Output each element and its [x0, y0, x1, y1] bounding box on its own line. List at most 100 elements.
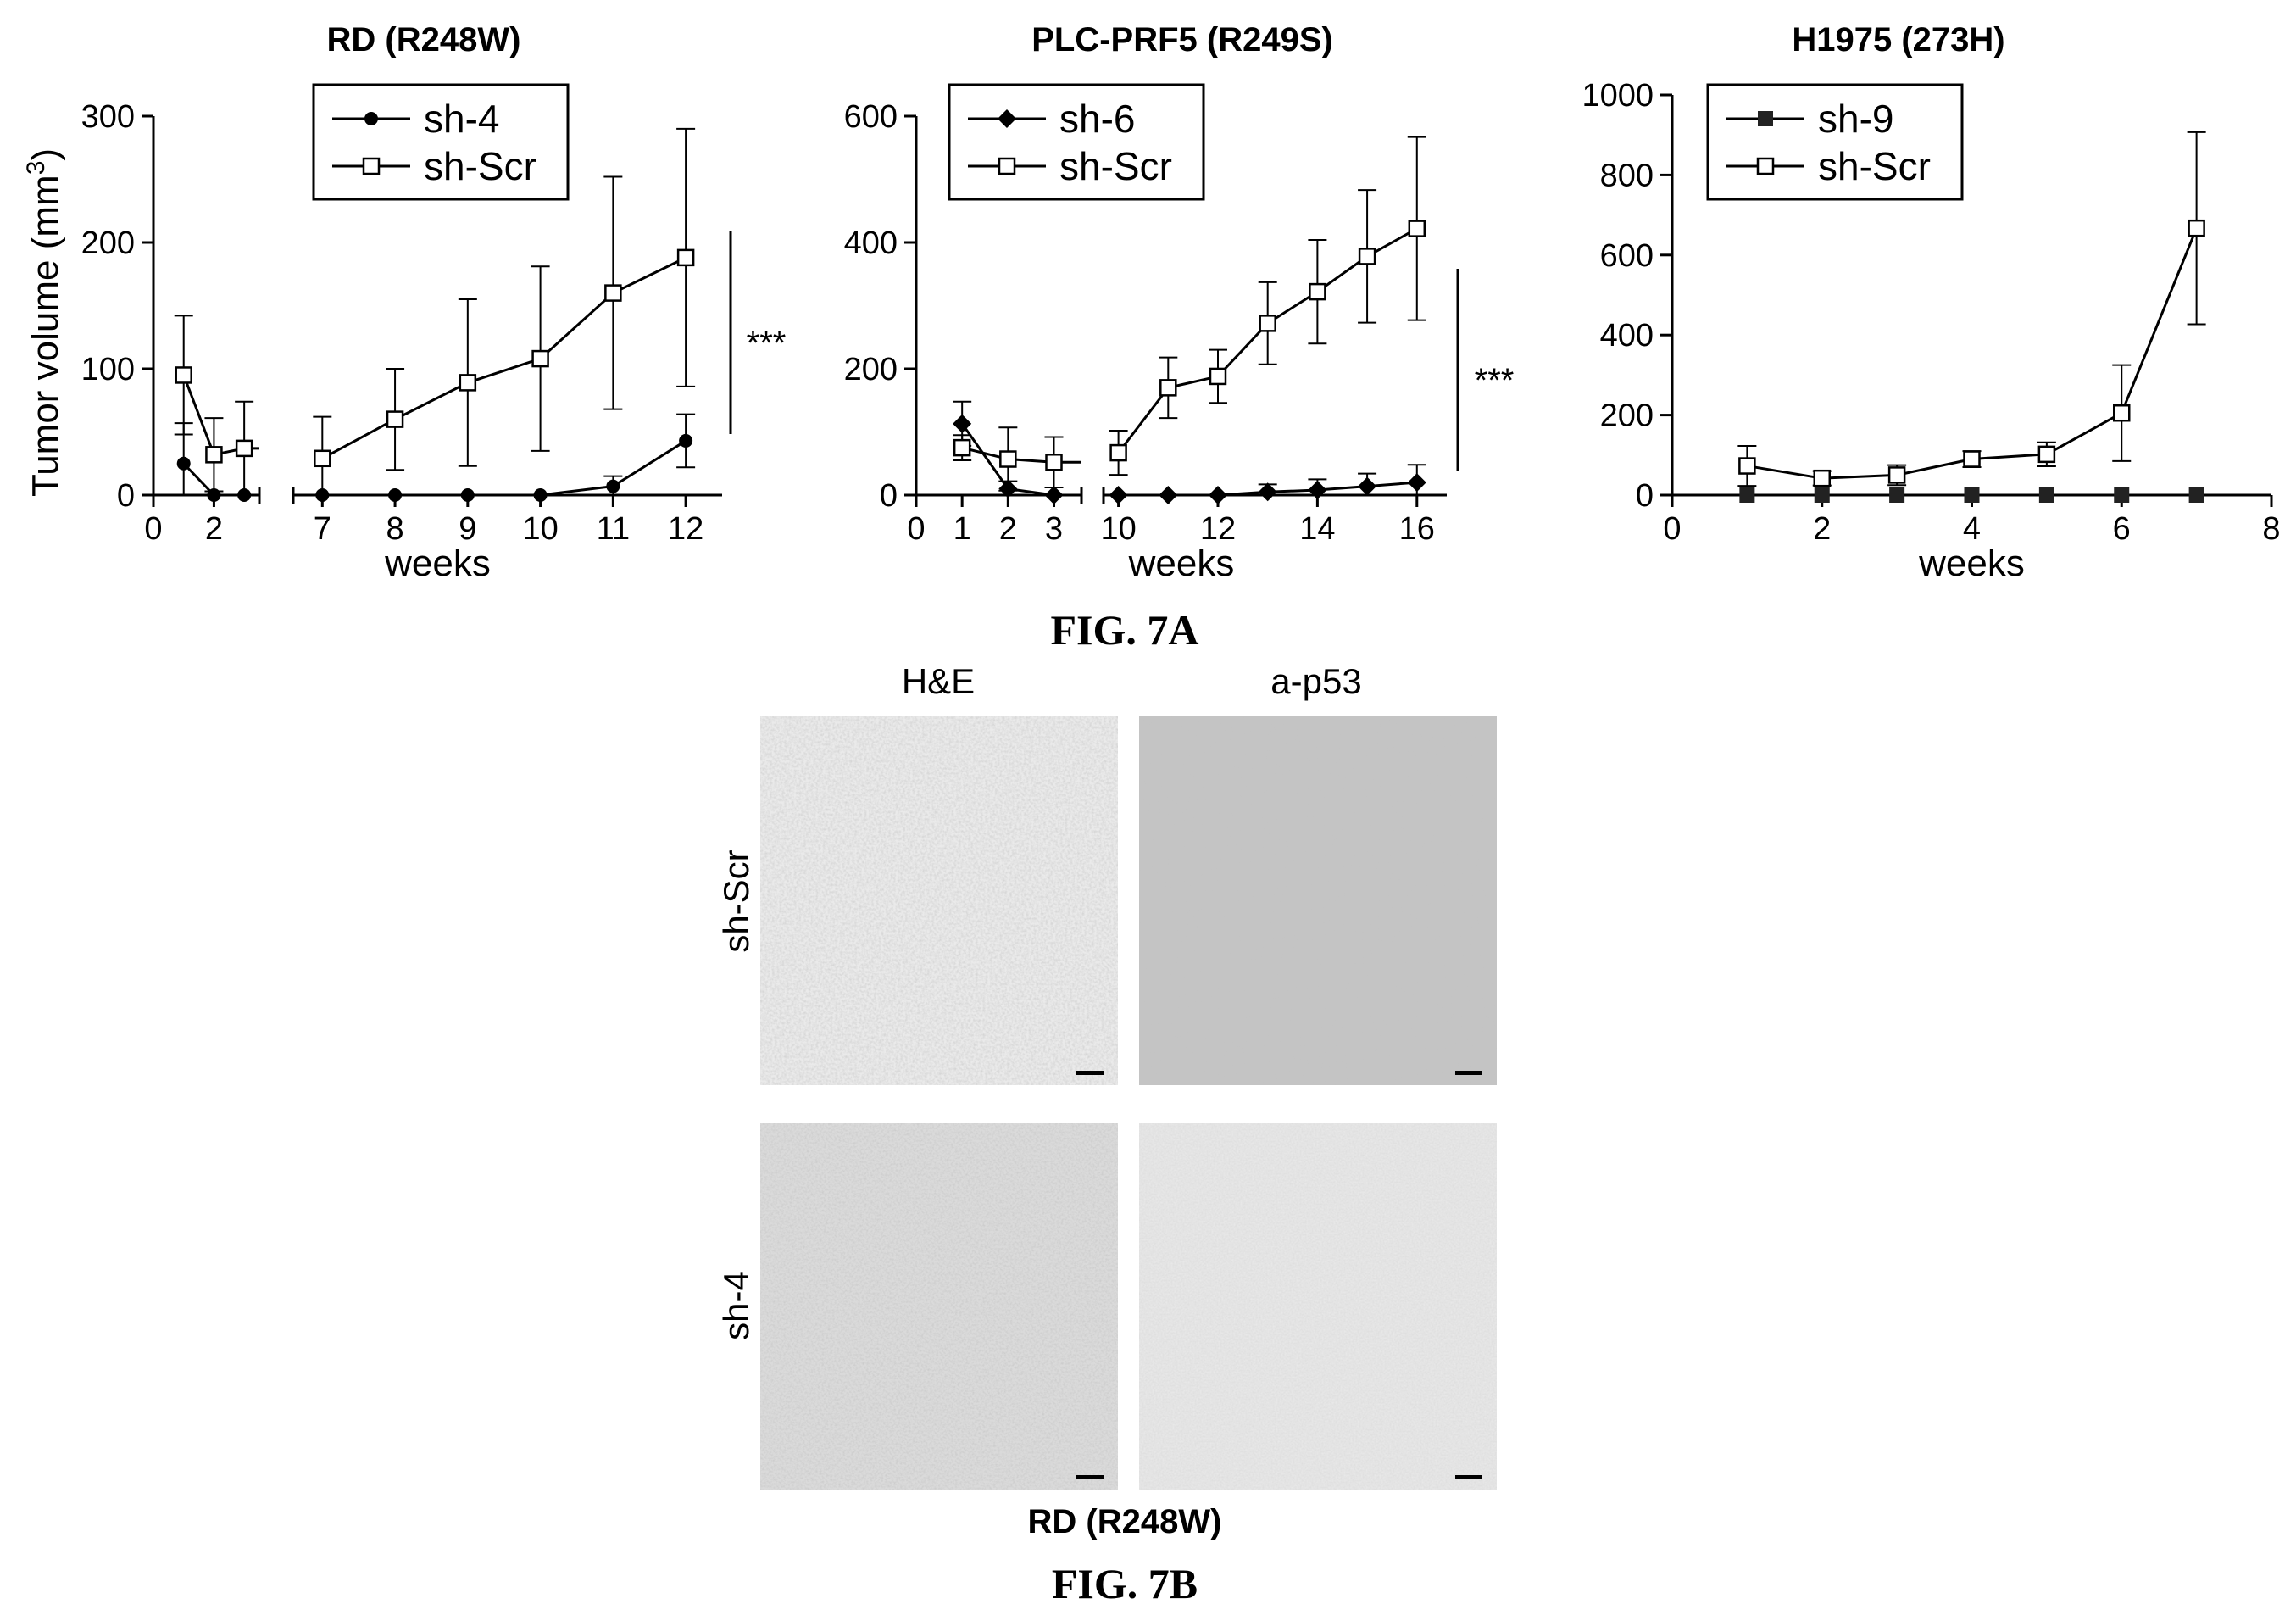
- data-point: [1209, 367, 1227, 386]
- legend-marker: [1756, 157, 1775, 175]
- data-point: [388, 488, 403, 502]
- figure-label-7a: FIG. 7A: [1051, 606, 1199, 654]
- series-sh-scr: [174, 127, 696, 495]
- micrograph-sh-scr-he: [760, 716, 1118, 1085]
- legend-marker: [1758, 111, 1773, 126]
- x-tick-label: 4: [1963, 511, 1981, 547]
- x-tick-label: 2: [1813, 511, 1831, 547]
- y-tick-label: 300: [81, 99, 135, 135]
- data-point: [1159, 379, 1177, 397]
- data-point: [1358, 248, 1376, 265]
- micrograph-sh-4-a-p53: [1139, 1123, 1497, 1490]
- data-point: [1963, 450, 1981, 468]
- x-tick-label: 14: [1299, 511, 1335, 547]
- column-label-he: H&E: [902, 661, 975, 701]
- x-tick-label: 9: [459, 511, 476, 547]
- data-point: [953, 414, 972, 433]
- y-tick-label: 400: [1600, 318, 1654, 354]
- x-tick-label: 11: [597, 511, 630, 547]
- legend-marker: [362, 157, 381, 175]
- series-sh-scr: [953, 136, 1426, 492]
- legend-label: sh-9: [1818, 97, 1893, 141]
- data-point: [531, 349, 549, 368]
- data-point: [676, 248, 695, 267]
- legend-marker: [998, 157, 1016, 175]
- data-point: [1258, 482, 1277, 502]
- data-point: [1209, 486, 1227, 504]
- scale-bar: [1076, 1071, 1104, 1075]
- x-tick-label: 7: [314, 511, 331, 547]
- data-point: [2038, 487, 2054, 503]
- data-point: [1109, 486, 1128, 504]
- data-point: [1813, 469, 1831, 487]
- data-point: [679, 433, 693, 448]
- data-point: [1407, 473, 1426, 493]
- data-point: [2188, 487, 2204, 503]
- x-tick-label: 10: [1100, 511, 1136, 547]
- x-tick-label: 8: [386, 511, 403, 547]
- legend-label: sh-6: [1059, 97, 1135, 141]
- data-point: [606, 479, 620, 493]
- legend-label: sh-Scr: [1059, 144, 1172, 188]
- legend-label: sh-Scr: [424, 144, 536, 188]
- data-point: [1308, 481, 1327, 500]
- data-point: [205, 446, 223, 464]
- chart-rd-r248w: RD (R248W) 0 100 200 300 Tumor volume (mm3) 0 2…: [22, 21, 787, 584]
- micrograph-caption: RD (R248W): [1028, 1503, 1222, 1540]
- x-tick-label: 8: [2262, 511, 2280, 547]
- y-tick-label: 1000: [1582, 78, 1654, 114]
- data-point: [176, 456, 191, 471]
- data-point: [2113, 404, 2131, 422]
- data-point: [314, 449, 331, 468]
- chart-title: RD (R248W): [327, 21, 521, 58]
- data-point: [1309, 282, 1326, 301]
- y-tick-label: 200: [81, 226, 135, 261]
- legend-box: [312, 83, 570, 201]
- x-tick-label: 2: [999, 511, 1017, 547]
- y-tick-label: 0: [880, 478, 898, 514]
- y-tick-label: 200: [1600, 398, 1654, 434]
- data-point: [533, 488, 548, 502]
- data-point: [2188, 219, 2205, 237]
- series-sh-6: [953, 400, 1426, 504]
- data-point: [999, 450, 1017, 468]
- series-sh-4: [174, 413, 696, 502]
- figure-label-7b: FIG. 7B: [1052, 1560, 1198, 1607]
- data-point: [1889, 487, 1905, 503]
- y-tick-label: 600: [1600, 238, 1654, 274]
- x-tick-label: 0: [907, 511, 925, 547]
- row-label-sh-4: sh-4: [716, 1271, 756, 1340]
- row-label-sh-scr: sh-Scr: [716, 849, 756, 952]
- legend-box: [1706, 83, 1964, 201]
- y-tick-label: 0: [117, 478, 135, 514]
- micrograph-panel: H&E a-p53 sh-Scr sh-4 RD (R248W): [716, 661, 1497, 1540]
- legend-box: [948, 83, 1205, 201]
- y-tick-label: 0: [1636, 478, 1654, 514]
- data-point: [1159, 486, 1178, 504]
- scale-bar: [1076, 1475, 1104, 1479]
- data-point: [953, 438, 971, 457]
- data-point: [1814, 487, 1830, 503]
- micrograph-sh-scr-a-p53: [1139, 716, 1497, 1085]
- legend-label: sh-4: [424, 97, 499, 141]
- data-point: [604, 284, 622, 302]
- legend: sh-9sh-Scr: [1706, 83, 1964, 201]
- data-point: [1259, 315, 1276, 332]
- x-tick-label: 12: [668, 511, 703, 547]
- x-tick-label: 12: [1200, 511, 1236, 547]
- y-tick-label: 400: [844, 226, 898, 261]
- significance-label: ***: [1475, 362, 1515, 399]
- x-tick-label: 1: [953, 511, 971, 547]
- scale-bar: [1455, 1071, 1482, 1075]
- chart-title: H1975 (273H): [1792, 21, 2004, 58]
- series-line: [961, 227, 1418, 464]
- x-tick-label: 2: [205, 511, 223, 547]
- data-point: [1739, 487, 1755, 503]
- x-axis-label: weeks: [1128, 543, 1235, 584]
- data-point: [1109, 443, 1127, 462]
- significance-label: ***: [747, 325, 787, 362]
- column-label-a-p53: a-p53: [1270, 661, 1361, 701]
- x-axis-label: weeks: [384, 543, 491, 584]
